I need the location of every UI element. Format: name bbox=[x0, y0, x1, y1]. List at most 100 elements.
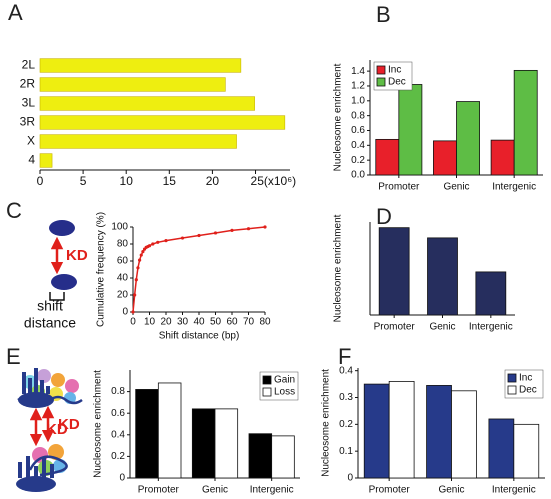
x-tick-label: 40 bbox=[193, 317, 205, 328]
y-tick-label: 0.2 bbox=[339, 419, 353, 430]
x-tick-label: 70 bbox=[243, 317, 255, 328]
panel-letter: F bbox=[338, 344, 351, 369]
x-tick-label: Promoter bbox=[138, 485, 180, 496]
bar bbox=[475, 271, 507, 316]
point bbox=[151, 242, 155, 246]
x-tick-label: 0 bbox=[37, 174, 44, 188]
x-tick-label: Intergenic bbox=[492, 485, 536, 496]
diagram-c bbox=[49, 220, 77, 301]
point bbox=[156, 240, 160, 244]
x-tick-label: 50 bbox=[210, 317, 222, 328]
bar bbox=[427, 237, 458, 316]
x-tick-label: 60 bbox=[226, 317, 238, 328]
bar bbox=[363, 383, 390, 479]
category-label: 4 bbox=[28, 153, 35, 167]
bar bbox=[135, 389, 159, 479]
y-tick-label: 60 bbox=[117, 256, 129, 267]
x-tick-label: 0 bbox=[130, 317, 136, 328]
chromosome-bar bbox=[39, 77, 226, 92]
x-tick-label: 80 bbox=[259, 317, 271, 328]
point bbox=[263, 225, 267, 229]
panel-letter: D bbox=[376, 204, 392, 229]
point bbox=[138, 258, 142, 262]
point bbox=[133, 293, 137, 297]
y-tick-label: 0.6 bbox=[111, 408, 125, 419]
y-axis-label: Cumulative frequency (%) bbox=[96, 212, 107, 327]
arrow-label: KD bbox=[58, 416, 80, 433]
x-tick-label: Promoter bbox=[378, 182, 420, 193]
panel-letter: C bbox=[6, 198, 22, 223]
bar bbox=[451, 390, 477, 479]
x-tick-label: 5 bbox=[80, 174, 87, 188]
legend-label: Gain bbox=[274, 375, 295, 386]
y-tick-label: 0.4 bbox=[111, 429, 125, 440]
point bbox=[131, 310, 135, 314]
point bbox=[197, 233, 201, 238]
bar bbox=[490, 139, 515, 176]
bar bbox=[513, 423, 540, 479]
x-tick-label: Intergenic bbox=[469, 322, 513, 333]
point bbox=[139, 253, 143, 257]
bar bbox=[488, 418, 515, 479]
caption: distance bbox=[24, 315, 76, 331]
x-tick-label: Genic bbox=[202, 485, 228, 496]
x-tick-label: Genic bbox=[438, 485, 464, 496]
bar bbox=[426, 385, 452, 479]
bar bbox=[456, 101, 480, 176]
x-tick-label: 10 bbox=[144, 317, 156, 328]
arrow-label: KD bbox=[46, 421, 68, 438]
chromosome-bar bbox=[39, 153, 53, 168]
x-axis-label: Shift distance (bp) bbox=[159, 331, 240, 342]
chromosome-bar bbox=[39, 134, 237, 149]
legend-swatch bbox=[507, 373, 517, 383]
x-tick-label: Intergenic bbox=[250, 485, 294, 496]
y-tick-label: 0.4 bbox=[351, 140, 365, 151]
legend-label: Inc bbox=[519, 373, 532, 384]
y-tick-label: 0.2 bbox=[111, 451, 125, 462]
y-tick-label: 0.0 bbox=[351, 170, 365, 181]
bar bbox=[398, 84, 423, 176]
bar bbox=[433, 140, 457, 176]
x-tick-label: Genic bbox=[429, 322, 455, 333]
line bbox=[132, 226, 266, 313]
y-tick-label: 0.4 bbox=[339, 365, 353, 376]
x-tick-label: Intergenic bbox=[492, 182, 536, 193]
point bbox=[180, 236, 185, 240]
legend-swatch bbox=[262, 387, 272, 397]
y-tick-label: 40 bbox=[117, 273, 129, 284]
category-label: 2R bbox=[20, 77, 36, 91]
y-tick-label: 0.8 bbox=[351, 110, 365, 121]
legend-label: Dec bbox=[519, 385, 537, 396]
legend-swatch bbox=[262, 375, 272, 385]
y-tick-label: 1.4 bbox=[351, 66, 365, 77]
y-tick-label: 0.1 bbox=[339, 446, 353, 457]
y-tick-label: 20 bbox=[117, 290, 129, 301]
point bbox=[213, 231, 218, 235]
point bbox=[164, 239, 168, 243]
y-tick-label: 0 bbox=[347, 473, 353, 484]
x-tick-label: 30 bbox=[177, 317, 189, 328]
x-tick-label: 25(x10⁶) bbox=[251, 174, 297, 188]
caption: shift bbox=[37, 298, 63, 314]
legend-swatch bbox=[376, 65, 386, 75]
legend-swatch bbox=[507, 385, 517, 395]
legend-label: Dec bbox=[388, 77, 406, 88]
legend-label: Loss bbox=[274, 387, 295, 398]
bar bbox=[388, 381, 415, 479]
category-label: 3L bbox=[22, 96, 36, 110]
bar bbox=[378, 227, 410, 316]
point bbox=[246, 227, 251, 231]
y-axis-label: Nucleosome enrichment bbox=[333, 214, 344, 322]
point bbox=[141, 250, 145, 254]
x-tick-label: 15 bbox=[163, 174, 177, 188]
diagram-f bbox=[16, 368, 56, 492]
bar bbox=[157, 382, 182, 479]
chromosome-bar bbox=[39, 96, 255, 111]
y-axis-label: Nucleosome enrichment bbox=[333, 63, 344, 171]
category-label: 2L bbox=[22, 58, 36, 72]
chromosome-bar bbox=[39, 58, 242, 73]
point bbox=[136, 266, 140, 270]
y-tick-label: 100 bbox=[111, 222, 128, 233]
